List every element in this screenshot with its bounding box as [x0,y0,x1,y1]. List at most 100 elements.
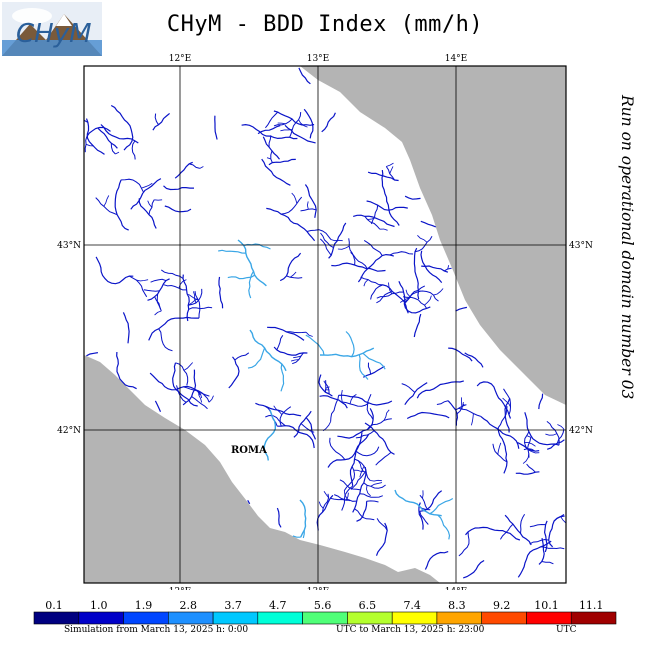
river-segment [357,253,394,283]
river-segment [527,435,532,438]
river-segment [337,408,374,439]
river-segment [164,205,192,213]
river-segment [370,205,379,225]
river-segment [321,112,336,133]
river-segment [293,355,302,359]
river-segment [218,249,246,254]
river-segment [523,431,530,458]
river-segment [499,523,514,540]
river-segment [379,228,388,231]
river-segment [386,162,394,167]
colorbar-label: 1.0 [90,599,108,612]
river-segment [276,507,282,528]
river-segment [300,423,315,433]
river-segment [84,136,88,153]
river-segment [375,452,392,466]
river-segment [266,157,271,160]
river-segment [447,265,450,270]
river-segment [103,195,110,207]
river-segment [403,285,426,305]
colorbar-swatch [570,611,617,625]
river-segment [86,352,99,357]
lat-tick-43-right: 43°N [569,241,593,251]
river-segment [419,490,443,512]
colorbar-label: 3.7 [224,599,242,612]
colorbar-swatch [33,611,80,625]
river-segment [413,313,422,338]
river-segment [406,411,450,420]
river-segment [364,422,395,455]
river-segment [319,395,348,409]
river-segment [131,140,136,160]
river-segment [154,296,162,312]
river-segment [370,284,384,300]
river-segment [148,316,199,341]
river-segment [349,432,363,487]
river-segment [418,502,424,530]
river-segment [419,511,429,525]
river-segment [227,274,255,280]
river-segment [97,127,118,149]
river-segment [243,243,271,250]
river-segment [422,490,424,499]
colorbar-label: 7.4 [403,599,421,612]
river-segment [502,397,511,408]
river-segment [318,501,324,509]
river-segment [306,229,332,240]
river-segment [299,499,307,538]
colorbar-swatch [302,611,348,625]
run-domain-note: Run on operational domain number 03 [618,95,636,400]
city-label-roma: ROMA [231,445,267,456]
river-segment [404,195,421,200]
sim-to-text: UTC to March 13, 2025 h: 23:00 [336,625,485,635]
river-segment [443,267,452,272]
river-segment [383,409,390,421]
river-segment [465,526,521,541]
river-segment [280,363,285,392]
river-segment [480,415,520,449]
river-segment [154,310,162,316]
river-segment [497,427,508,474]
river-segment [462,402,464,407]
river-segment [345,492,349,501]
river-segment [152,112,170,131]
river-segment [543,520,548,553]
land-area [84,66,566,583]
river-segment [345,331,355,357]
river-segment [352,467,367,513]
river-segment [366,418,392,431]
river-segment [433,288,444,296]
river-segment [416,380,464,399]
river-segment [366,485,371,497]
river-segment [338,394,393,406]
river-segment [463,559,485,579]
river-segment [560,516,566,524]
river-segment [262,136,280,160]
river-segment [366,200,408,211]
river-segment [540,546,565,550]
colorbar-label: 1.9 [135,599,153,612]
river-segment [147,278,170,301]
colorbar-swatch [257,611,303,625]
river-segment [350,470,367,490]
river-segment [389,166,394,174]
river-segment [360,276,380,286]
river-segment [289,112,302,138]
river-segment [300,208,317,212]
colorbar-swatch [212,611,259,625]
river-segment [341,390,343,403]
river-segment [284,124,316,144]
river-segment [280,129,293,132]
graticule [84,66,566,583]
river-segment [136,279,149,282]
river-segment [419,494,428,510]
river-segment [547,439,565,450]
river-segment [327,434,370,468]
river-segment [154,113,159,125]
lat-tick-43-left: 43°N [57,241,81,251]
river-segment [328,222,347,259]
river-segment [234,352,250,361]
lon-tick-12-bottom: 12°E [169,587,192,590]
river-segment [385,166,396,181]
river-segment [381,170,400,226]
